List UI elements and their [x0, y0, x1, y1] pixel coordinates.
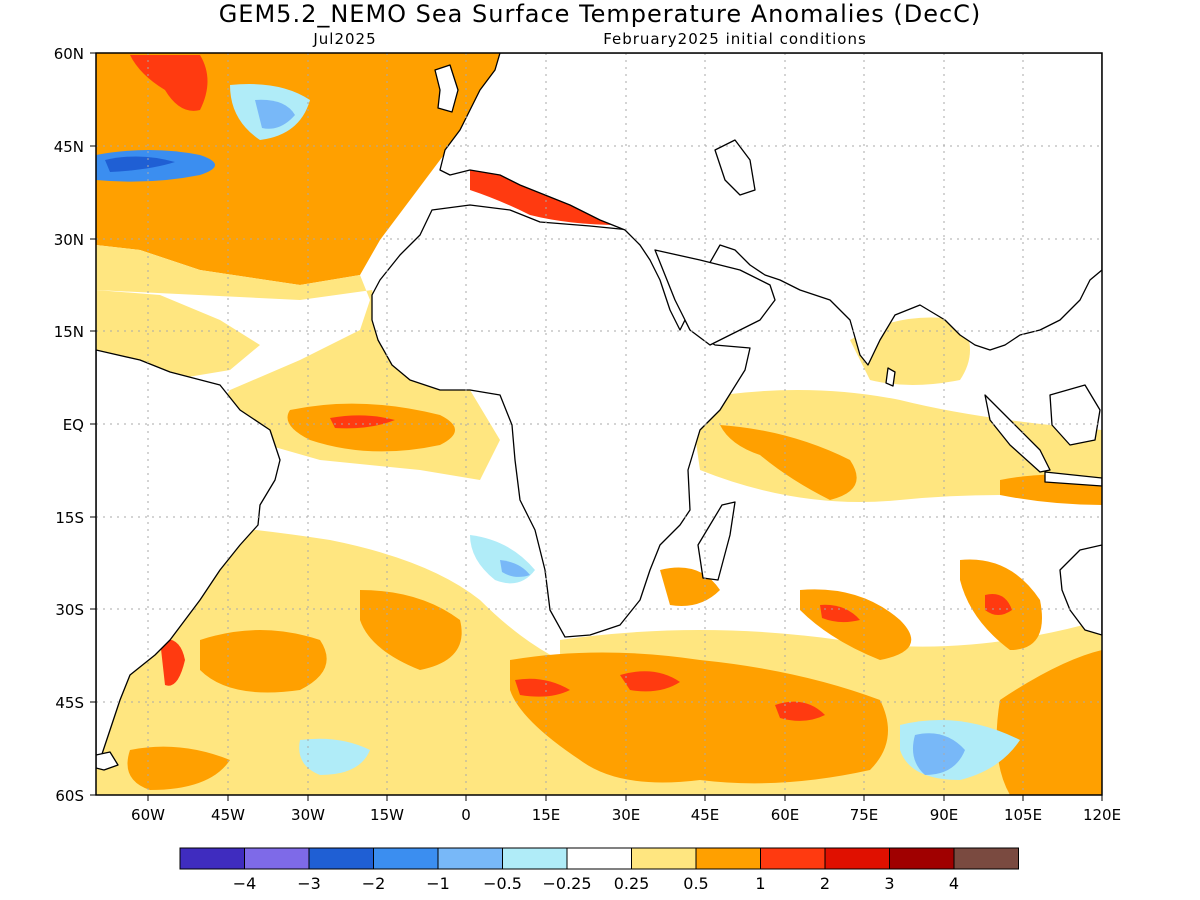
anomaly-south-atlantic-orange-c	[127, 746, 230, 790]
x-tick-label: 45W	[211, 806, 245, 824]
colorbar-swatch	[179, 847, 245, 870]
x-tick-label: 105E	[1004, 806, 1042, 824]
land-australia	[1059, 544, 1102, 636]
x-tick-label: 75E	[850, 806, 879, 824]
anomaly-south-atlantic-orange-b	[360, 590, 462, 670]
y-tick-label: 30N	[54, 231, 84, 249]
anomaly-argentina-red	[160, 639, 185, 686]
colorbar-label: 1	[755, 874, 765, 893]
anomaly-southern-ocean-orange	[510, 652, 888, 784]
graticule	[96, 53, 1102, 795]
colorbar-swatch	[953, 847, 1019, 870]
anomaly-southern-ocean-cool-core	[912, 733, 965, 775]
x-tick-label: 0	[461, 806, 471, 824]
land-arabia	[654, 249, 776, 346]
x-tick-label: 90E	[930, 806, 959, 824]
colorbar-label: −0.5	[483, 874, 522, 893]
land-tierra-del-fuego	[96, 751, 119, 771]
anomaly-south-indian-red	[820, 604, 860, 623]
colorbar-swatch	[244, 847, 310, 870]
anomaly-south-atlantic-cool	[299, 738, 370, 775]
anomaly-tropical-atlantic-orange	[287, 403, 455, 452]
colorbar-label: −3	[297, 874, 321, 893]
land-europe-asia	[439, 53, 1102, 366]
anomaly-labrador-cool-core	[255, 99, 295, 129]
y-tick-label: 15N	[54, 323, 84, 341]
anomaly-indian-orange	[720, 425, 857, 500]
anomaly-south-atlantic-orange-a	[200, 630, 327, 693]
land-caspian-outline	[714, 139, 756, 196]
anomaly-far-south-indian-orange	[996, 650, 1102, 795]
anomaly-tropical-atlantic-red	[330, 415, 395, 429]
colorbar-swatch	[308, 847, 374, 870]
y-tick-label: 15S	[55, 509, 84, 527]
anomaly-fields	[96, 53, 1102, 795]
anomaly-southern-ocean-red-a	[620, 671, 680, 692]
colorbar-swatch	[631, 847, 697, 870]
x-tick-label: 60E	[771, 806, 800, 824]
x-tick-label: 60W	[131, 806, 165, 824]
anomaly-southern-ocean-red-b	[775, 701, 825, 721]
x-tick-label: 45E	[691, 806, 720, 824]
x-tick-label: 30E	[612, 806, 641, 824]
y-axis: 60N 45N 30N 15N EQ 15S 30S 45S 60S	[54, 45, 96, 805]
colorbar-swatch	[502, 847, 568, 870]
anomaly-gulfstream-cool-core	[105, 156, 175, 172]
x-axis: 60W 45W 30W 15W 0 15E 30E 45E 60E 75E 90…	[131, 795, 1121, 824]
land-madagascar	[697, 501, 736, 581]
x-tick-label: 15W	[370, 806, 404, 824]
colorbar-label: −2	[362, 874, 386, 893]
colorbar-swatch	[437, 847, 503, 870]
colorbar-label: −4	[233, 874, 257, 893]
colorbar-labels: −4 −3 −2 −1 −0.5 −0.25 0.25 0.5 1 2 3 4	[233, 874, 959, 893]
colorbar-swatch	[760, 847, 826, 870]
y-tick-label: 60S	[55, 787, 84, 805]
land-borneo	[1049, 384, 1101, 446]
land-british-isles	[434, 64, 459, 113]
map-panel	[96, 53, 1102, 795]
colorbar-label: 3	[884, 874, 894, 893]
y-tick-label: 30S	[55, 601, 84, 619]
colorbar-swatch	[824, 847, 890, 870]
land-sri-lanka	[885, 367, 896, 387]
colorbar-label: −1	[426, 874, 450, 893]
colorbar-swatch	[695, 847, 761, 870]
anomaly-southern-ocean-red-c	[515, 678, 570, 697]
anomaly-caribbean-yellow	[96, 290, 260, 380]
colorbar: −4 −3 −2 −1 −0.5 −0.25 0.25 0.5 1 2 3 4	[179, 847, 1019, 893]
valid-month-label: Jul2025	[312, 30, 376, 48]
colorbar-label: −0.25	[542, 874, 591, 893]
y-tick-label: EQ	[63, 416, 84, 434]
colorbar-label: 4	[949, 874, 959, 893]
y-tick-label: 45N	[54, 138, 84, 156]
land-south-america	[96, 349, 281, 766]
colorbar-swatch	[373, 847, 439, 870]
land-java	[1044, 471, 1102, 487]
colorbar-swatch	[889, 847, 955, 870]
x-tick-label: 30W	[291, 806, 325, 824]
colorbar-label: 0.25	[614, 874, 650, 893]
anomaly-west-australia-red	[985, 594, 1012, 615]
y-tick-label: 60N	[54, 45, 84, 63]
y-tick-label: 45S	[55, 694, 84, 712]
colorbar-label: 0.5	[683, 874, 708, 893]
anomaly-north-atlantic-warm	[96, 53, 510, 285]
init-conditions-label: February2025 initial conditions	[603, 30, 867, 48]
anomaly-greenland-red	[130, 55, 208, 111]
colorbar-swatches	[179, 847, 1019, 870]
x-tick-label: 15E	[532, 806, 561, 824]
colorbar-label: 2	[820, 874, 830, 893]
x-tick-label: 120E	[1083, 806, 1121, 824]
map-title: GEM5.2_NEMO Sea Surface Temperature Anom…	[219, 0, 982, 28]
anomaly-south-atlantic-yellow	[96, 520, 560, 795]
colorbar-swatch	[566, 847, 632, 870]
anomaly-benguela-cool-core	[500, 560, 530, 577]
